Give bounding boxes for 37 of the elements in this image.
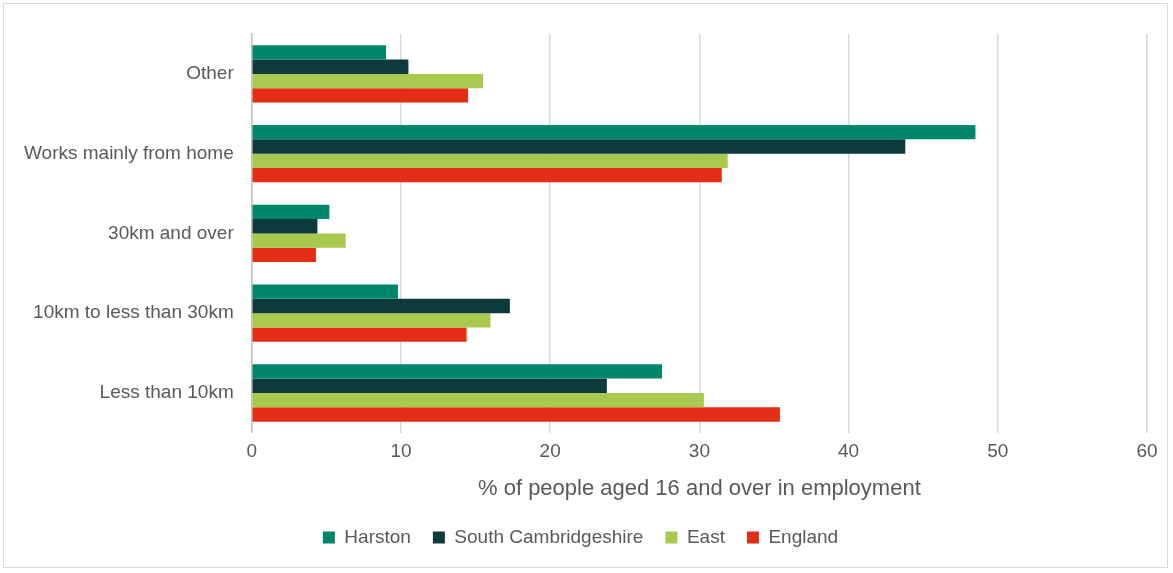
legend-label: East (686, 525, 726, 547)
y-tick-label: Works mainly from home (23, 141, 234, 163)
bar (252, 364, 663, 379)
x-tick-label: 50 (987, 440, 1009, 462)
bar (252, 233, 346, 248)
legend-label: England (768, 525, 839, 547)
bar (252, 139, 906, 154)
bar (252, 284, 398, 299)
bar (252, 124, 976, 140)
bar (252, 168, 722, 183)
x-tick-label: 10 (390, 440, 412, 462)
bar (252, 219, 318, 234)
bar (252, 153, 728, 168)
x-tick-label: 20 (539, 440, 561, 462)
bar (252, 73, 484, 89)
x-tick-label: 30 (688, 440, 710, 462)
x-axis-title: % of people aged 16 and over in employment (478, 474, 921, 500)
y-tick-label: 30km and over (108, 221, 235, 243)
y-tick-label: 10km to less than 30km (33, 301, 234, 323)
legend-label: Harston (344, 525, 411, 547)
bar (252, 313, 491, 328)
bar (252, 88, 469, 103)
bar (252, 204, 330, 220)
bar (252, 45, 387, 60)
bar (252, 392, 704, 408)
bar (252, 59, 409, 74)
y-tick-label: Less than 10km (99, 381, 234, 403)
x-tick-label: 40 (838, 440, 860, 462)
legend-label: South Cambridgeshire (454, 525, 644, 547)
x-tick-label: 0 (246, 440, 258, 462)
bar (252, 298, 510, 314)
bar (252, 407, 780, 422)
bar (252, 247, 316, 263)
x-tick-label: 60 (1136, 440, 1158, 462)
y-tick-label: Other (186, 62, 235, 84)
bar (252, 327, 467, 342)
bar (252, 378, 607, 393)
